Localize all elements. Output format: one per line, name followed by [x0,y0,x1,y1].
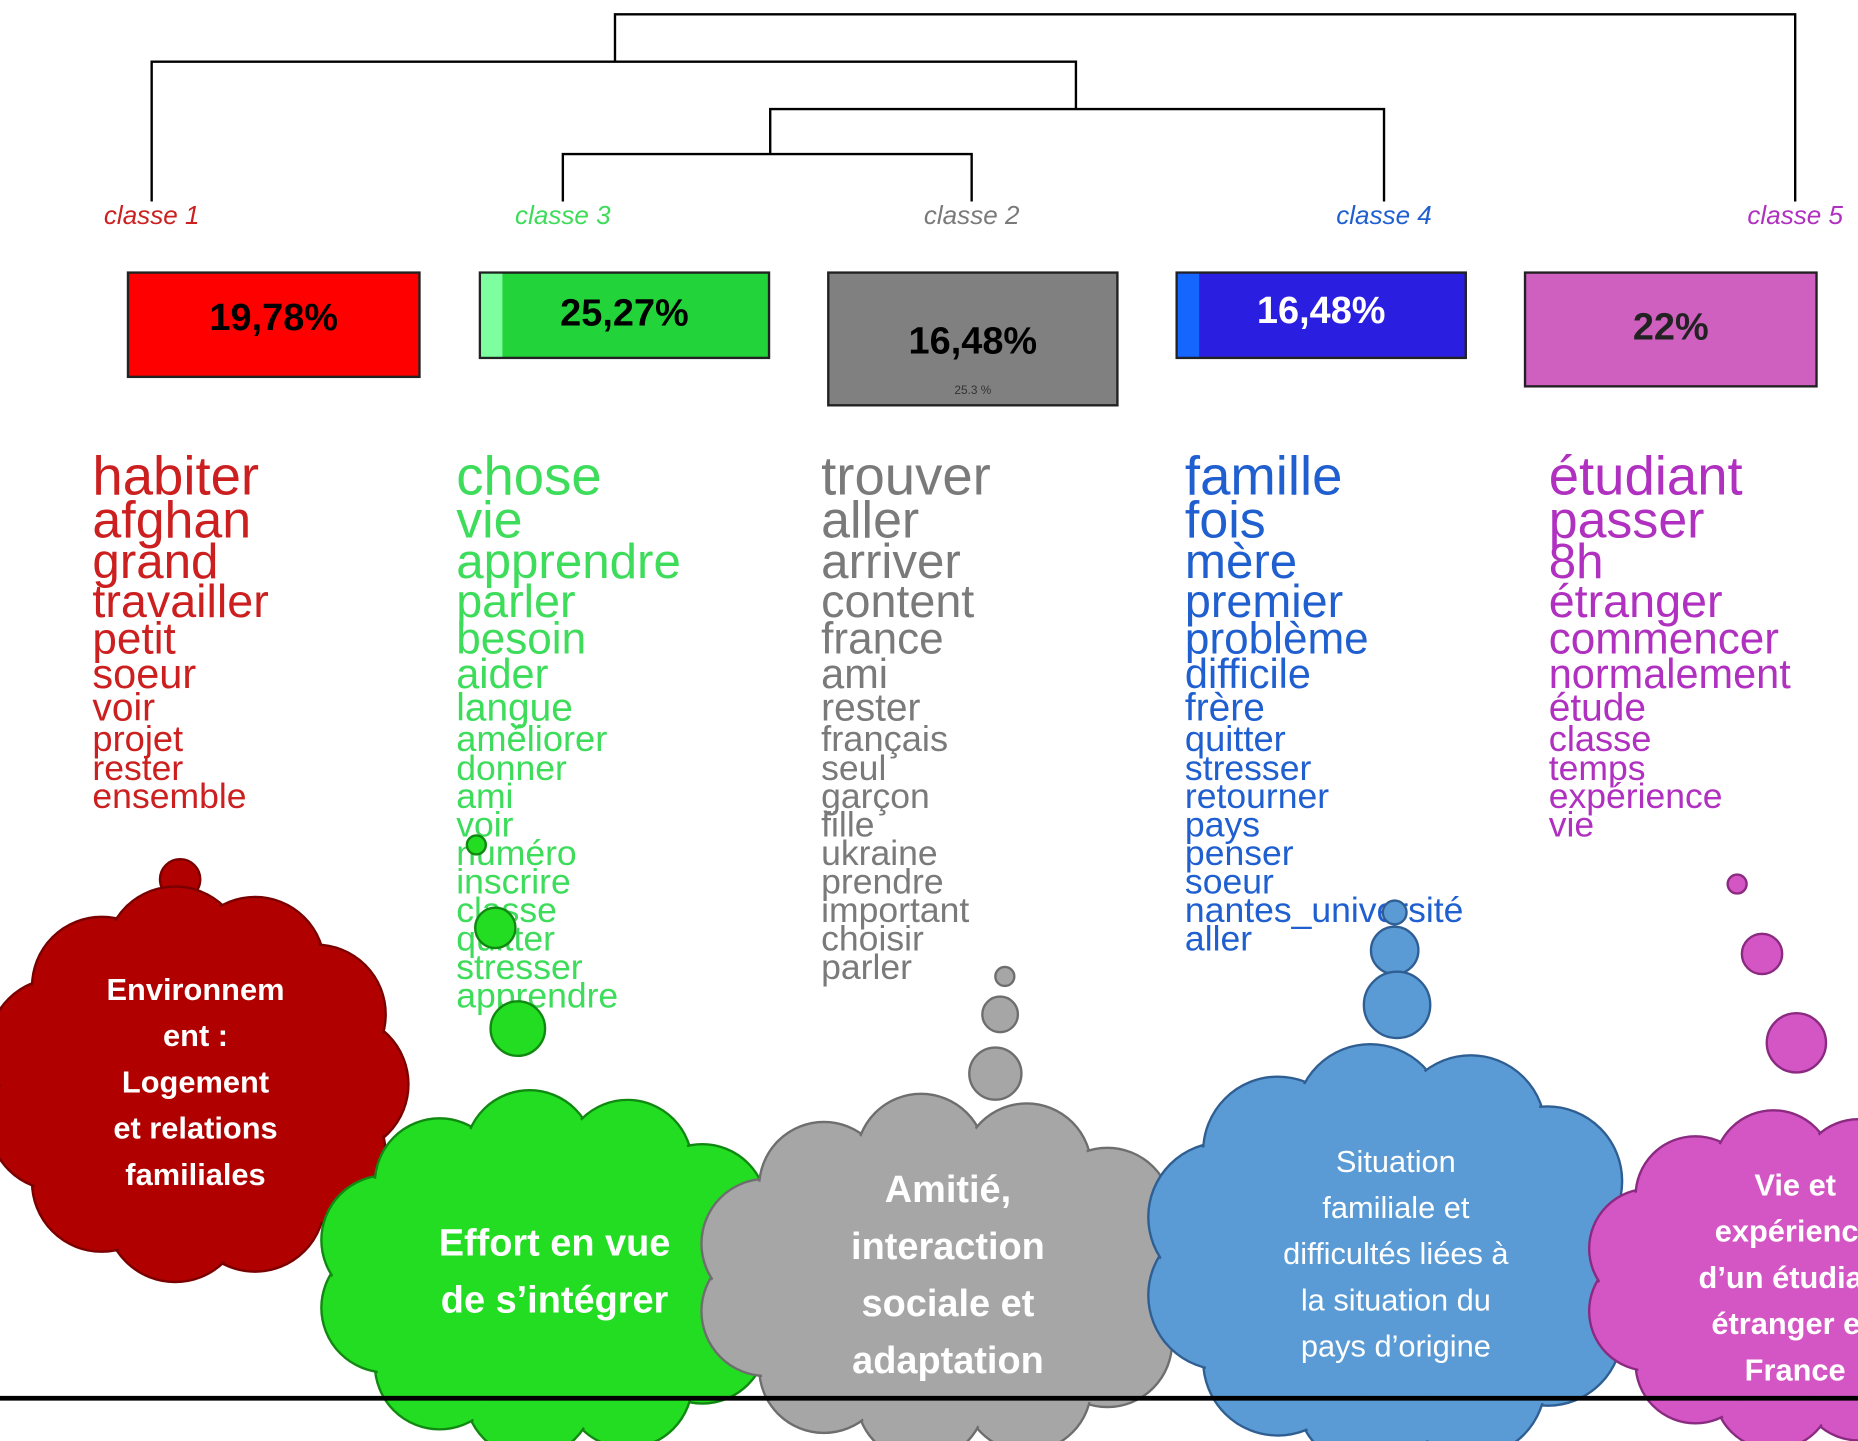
cloud-text: familiales [125,1157,265,1192]
cloud-text: étranger en [1711,1306,1858,1341]
thought-bubble [1728,875,1747,894]
thought-bubble [475,908,515,948]
class-label: classe 4 [1336,200,1432,230]
cloud-text: Vie et [1754,1168,1836,1203]
class-label: classe 3 [515,200,611,230]
thought-bubble [467,835,486,854]
class-box-strip [1178,274,1199,357]
branch [615,14,1795,201]
cloud-body [374,1151,734,1397]
cloud-text: d’un étudiant [1699,1260,1858,1295]
cloud-text: familiale et [1322,1190,1470,1225]
class-percent: 16,48% [909,321,1038,363]
cloud-text: ent : [163,1018,228,1053]
class-word: parler [821,947,912,987]
cloud-text: Situation [1336,1144,1456,1179]
cloud-text: pays d’origine [1301,1329,1491,1364]
cloud-text: et relations [113,1111,277,1146]
class-box-strip [481,274,502,357]
cloud-text: France [1745,1352,1846,1387]
class-percent: 25,27% [560,292,689,334]
class-label: classe 1 [104,200,200,230]
class-label: classe 2 [924,200,1020,230]
class-word: aller [1185,918,1252,958]
class-sublabel: 25.3 % [954,383,991,397]
thought-bubble [1742,934,1782,974]
thought-bubble [1364,972,1430,1038]
branch [563,154,972,201]
cloud-text: interaction [851,1226,1045,1268]
cloud-text: adaptation [852,1340,1044,1382]
classes: classe 119,78%habiterafghangrandtravaill… [0,200,1858,1441]
cloud-text: Logement [122,1064,269,1099]
branch [152,62,1076,202]
thought-bubble [1371,927,1418,974]
thought-bubble [1383,901,1407,925]
class-percent: 16,48% [1257,290,1386,332]
cloud-text: difficultés liées à [1283,1236,1509,1271]
page: {"classes": [ {"label": "classe 1", "per… [0,0,1858,1441]
cloud-text: Environnem [107,972,285,1007]
dendrogram [152,14,1796,201]
class-word: vie [1549,805,1594,845]
thought-bubble [491,1001,546,1056]
class-percent: 19,78% [209,297,338,339]
cloud-text: Amitié, [885,1169,1011,1211]
diagram: classe 119,78%habiterafghangrandtravaill… [0,0,1858,1441]
class-word: ensemble [92,776,246,816]
thought-bubble [969,1048,1021,1100]
class-label: classe 5 [1747,200,1843,230]
thought-bubble [1767,1013,1826,1072]
cloud-text: de s’intégrer [441,1279,669,1321]
cloud-text: expérience [1715,1214,1858,1249]
cloud-text: Effort en vue [439,1222,671,1264]
thought-bubble [995,967,1014,986]
class-percent: 22% [1633,306,1709,348]
cloud-text: la situation du [1301,1282,1491,1317]
cloud-text: sociale et [862,1283,1035,1325]
thought-bubble [982,997,1018,1033]
